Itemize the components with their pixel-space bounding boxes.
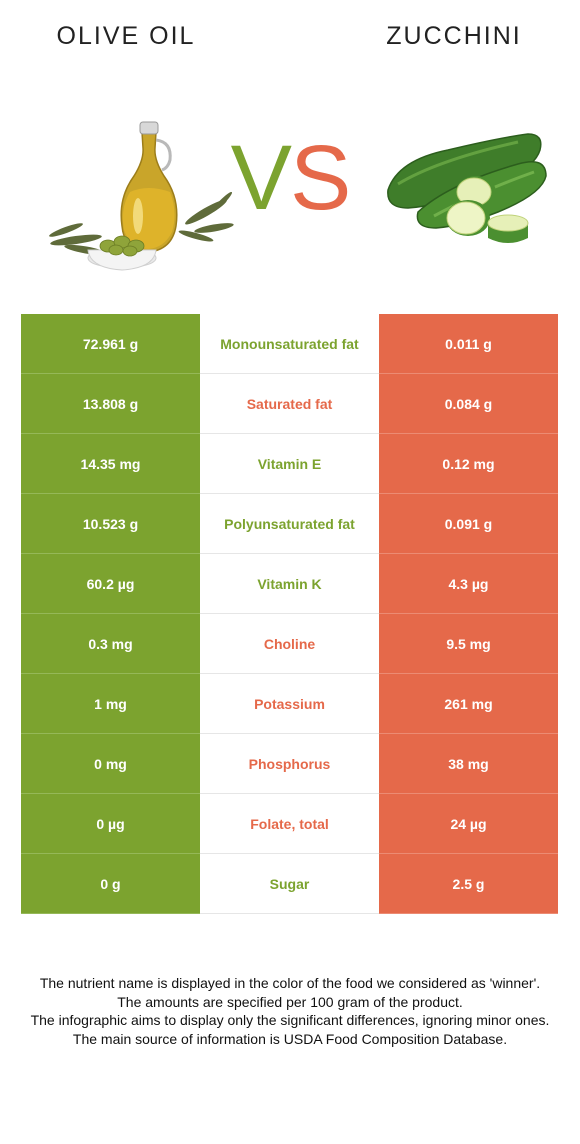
right-food-title: Zucchini (386, 22, 522, 50)
zucchini-icon (387, 133, 547, 243)
olive-oil-bottle-icon (49, 121, 234, 271)
footer-line: The nutrient name is displayed in the co… (39, 975, 541, 991)
right-value: 38 mg (379, 733, 558, 794)
right-value: 0.084 g (379, 373, 558, 434)
right-value: 0.011 g (379, 314, 558, 374)
table-row: 1 mg Potassium 261 mg (21, 673, 558, 734)
left-value: 10.523 g (21, 493, 200, 554)
right-value: 0.12 mg (379, 433, 558, 494)
nutrient-name: Saturated fat (200, 373, 379, 434)
left-value: 0 mg (21, 733, 200, 794)
nutrient-name: Vitamin K (200, 553, 379, 614)
footer-notes: The nutrient name is displayed in the co… (18, 974, 562, 1048)
table-row: 60.2 µg Vitamin K 4.3 µg (21, 553, 558, 614)
vs-label: VS (222, 132, 358, 224)
right-value: 4.3 µg (379, 553, 558, 614)
left-value: 60.2 µg (21, 553, 200, 614)
footer-line: The infographic aims to display only the… (30, 1012, 550, 1028)
table-row: 0.3 mg Choline 9.5 mg (21, 613, 558, 674)
left-value: 1 mg (21, 673, 200, 734)
comparison-table: 72.961 g Monounsaturated fat 0.011 g 13.808… (21, 314, 558, 914)
nutrient-name: Potassium (200, 673, 379, 734)
vs-v-letter: V (230, 127, 292, 229)
footer-line: The amounts are specified per 100 gram o… (117, 993, 463, 1010)
nutrient-name: Polyunsaturated fat (200, 493, 379, 554)
table-row: 72.961 g Monounsaturated fat 0.011 g (21, 314, 558, 374)
right-value: 0.091 g (379, 493, 558, 554)
left-value: 13.808 g (21, 373, 200, 434)
right-value: 2.5 g (379, 853, 558, 914)
left-value: 0.3 mg (21, 613, 200, 674)
right-value: 261 mg (379, 673, 558, 734)
left-value: 0 µg (21, 793, 200, 854)
nutrient-name: Monounsaturated fat (200, 314, 379, 374)
right-value: 9.5 mg (379, 613, 558, 674)
nutrient-name: Vitamin E (200, 433, 379, 494)
footer-line: The main source of information is USDA F… (72, 1030, 508, 1047)
table-row: 13.808 g Saturated fat 0.084 g (21, 373, 558, 434)
left-value: 14.35 mg (21, 433, 200, 494)
nutrient-name: Folate, total (200, 793, 379, 854)
nutrient-name: Sugar (200, 853, 379, 914)
table-row: 0 µg Folate, total 24 µg (21, 793, 558, 854)
table-row: 0 g Sugar 2.5 g (21, 853, 558, 914)
right-value: 24 µg (379, 793, 558, 854)
table-row: 14.35 mg Vitamin E 0.12 mg (21, 433, 558, 494)
table-row: 10.523 g Polyunsaturated fat 0.091 g (21, 493, 558, 554)
nutrient-name: Phosphorus (200, 733, 379, 794)
left-value: 72.961 g (21, 314, 200, 374)
nutrient-name: Choline (200, 613, 379, 674)
left-value: 0 g (21, 853, 200, 914)
vs-s-letter: S (290, 127, 351, 229)
left-food-title: Olive oil (56, 22, 196, 50)
table-row: 0 mg Phosphorus 38 mg (21, 733, 558, 794)
